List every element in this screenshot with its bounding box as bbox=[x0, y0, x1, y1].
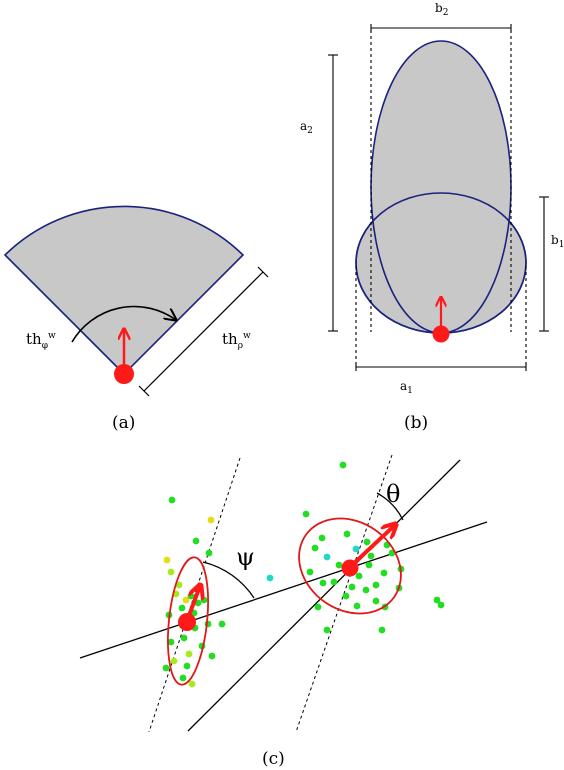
b2-dimension bbox=[370, 24, 512, 332]
scatter-point bbox=[200, 596, 208, 604]
scatter-point bbox=[175, 581, 183, 589]
scatter-point bbox=[318, 534, 326, 542]
dotted-axis-lines bbox=[148, 454, 393, 733]
range-dimension-line bbox=[138, 266, 269, 397]
scatter-point bbox=[365, 561, 373, 569]
scatter-point bbox=[208, 652, 216, 660]
scatter-point bbox=[380, 569, 388, 577]
scatter-point bbox=[170, 657, 178, 665]
scatter-point bbox=[266, 574, 274, 582]
scatter-point bbox=[362, 586, 370, 594]
scatter-point bbox=[323, 626, 331, 634]
uncertainty-ellipse-left bbox=[167, 556, 209, 686]
angle-threshold-label: thφw bbox=[26, 330, 56, 351]
range-threshold-label: thρw bbox=[222, 330, 251, 351]
theta-label: θ bbox=[386, 480, 400, 508]
panel-b: b2 a2 b1 a1 (b) bbox=[300, 1, 564, 433]
scatter-point bbox=[180, 634, 188, 642]
scatter-point bbox=[319, 579, 327, 587]
scatter-point bbox=[372, 581, 380, 589]
scatter-point bbox=[185, 650, 193, 658]
b1-dimension bbox=[539, 196, 549, 332]
scatter-point bbox=[353, 602, 361, 610]
scatter-point bbox=[372, 597, 380, 605]
scatter-point bbox=[348, 583, 356, 591]
scatter-point bbox=[314, 603, 322, 611]
psi-angle-arc bbox=[202, 561, 255, 599]
panel-a: thφw thρw (a) bbox=[3, 205, 269, 433]
scatter-point bbox=[342, 592, 350, 600]
b2-label: b2 bbox=[435, 1, 448, 18]
scatter-point bbox=[363, 538, 371, 546]
scatter-point bbox=[218, 620, 226, 628]
scatter-point bbox=[355, 572, 363, 580]
scatter-point bbox=[192, 537, 200, 545]
a2-dimension bbox=[328, 54, 338, 332]
scatter-point bbox=[378, 626, 386, 634]
robot-position-marker bbox=[432, 325, 450, 343]
caption-b: (b) bbox=[404, 413, 428, 433]
scatter-point bbox=[339, 461, 347, 469]
scatter-point bbox=[302, 510, 310, 518]
scatter-point bbox=[163, 556, 171, 564]
scatter-point bbox=[162, 664, 170, 672]
caption-c: (c) bbox=[262, 749, 285, 769]
a1-label: a1 bbox=[400, 379, 413, 396]
theta-angle-arc bbox=[376, 492, 404, 521]
scatter-points bbox=[162, 461, 445, 688]
scatter-point bbox=[367, 552, 375, 560]
scatter-point bbox=[167, 568, 175, 576]
caption-a: (a) bbox=[112, 413, 135, 433]
scatter-point bbox=[352, 545, 360, 553]
b1-label: b1 bbox=[551, 233, 564, 250]
scatter-point bbox=[205, 549, 213, 557]
connecting-line bbox=[79, 521, 488, 659]
scatter-point bbox=[433, 596, 441, 604]
a2-label: a2 bbox=[300, 119, 313, 136]
scatter-point bbox=[323, 553, 331, 561]
scatter-point bbox=[179, 674, 187, 682]
scatter-point bbox=[335, 561, 343, 569]
scatter-point bbox=[306, 568, 314, 576]
scatter-point bbox=[311, 544, 319, 552]
scatter-point bbox=[182, 596, 190, 604]
sensor-fov-sector bbox=[3, 205, 245, 376]
a1-dimension bbox=[355, 266, 527, 371]
scatter-point bbox=[330, 578, 338, 586]
large-ellipse bbox=[370, 40, 512, 334]
angle-arc-arrow bbox=[71, 305, 176, 343]
scatter-point bbox=[167, 638, 175, 646]
robot-position-right bbox=[341, 559, 359, 577]
scatter-point bbox=[207, 516, 215, 524]
scatter-point bbox=[437, 601, 445, 609]
scatter-point bbox=[168, 496, 176, 504]
panel-c: ψ θ (c) bbox=[79, 454, 488, 769]
robot-position-marker bbox=[114, 364, 134, 384]
heading-arrow-right bbox=[348, 525, 395, 569]
uncertainty-ellipse-right bbox=[298, 517, 402, 615]
psi-label: ψ bbox=[236, 543, 255, 571]
scatter-point bbox=[343, 530, 351, 538]
oriented-line bbox=[187, 459, 461, 732]
scatter-point bbox=[178, 604, 186, 612]
scatter-point bbox=[183, 662, 191, 670]
robot-position-left bbox=[178, 613, 196, 631]
scatter-point bbox=[188, 680, 196, 688]
